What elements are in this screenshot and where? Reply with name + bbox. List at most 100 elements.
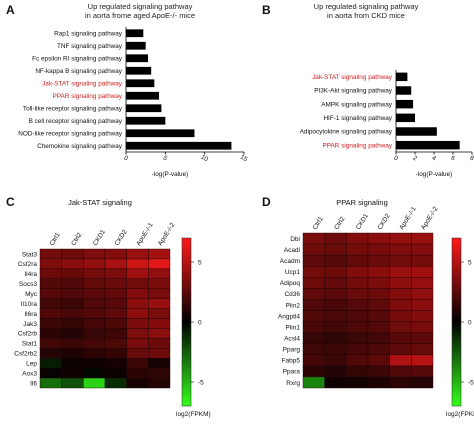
- heatmap-cell: [346, 321, 369, 333]
- heatmap-cell: [83, 367, 106, 379]
- heatmap-row-label: Adipoq: [280, 280, 301, 287]
- heatmap-cell: [346, 332, 369, 344]
- heatmap-cell: [302, 277, 325, 289]
- heatmap-cell: [148, 377, 171, 389]
- heatmap-cell: [302, 232, 325, 245]
- panel-a-category-labels: Rap1 signaling pathway TNF signaling path…: [18, 30, 123, 149]
- heatmap-cell: [411, 254, 434, 267]
- bar: [126, 29, 144, 38]
- heatmap-cell: [346, 354, 369, 367]
- heatmap-cell: [346, 243, 369, 256]
- heatmap-cell: [367, 254, 390, 267]
- heatmap-row-label: Dbi: [290, 236, 300, 243]
- panel-d: D PPAR signaling Dbi Acadl Acadm Ucp1 Adipoq…: [262, 195, 474, 418]
- heatmap-cell: [104, 377, 127, 389]
- heatmap-cell: [411, 332, 434, 344]
- bar: [126, 79, 155, 88]
- colorbar-gradient: [451, 237, 462, 407]
- heatmap-row-label: Pparg: [283, 347, 301, 354]
- heatmap-cell: [302, 254, 325, 267]
- heatmap-cell: [126, 308, 149, 319]
- category-label: Adipocytokine signaling pathway: [300, 129, 393, 136]
- colorbar-tick-label: 0: [198, 319, 202, 326]
- heatmap-row-label: Acadl: [284, 247, 301, 254]
- heatmap-cell: [346, 376, 369, 389]
- heatmap-cell: [104, 348, 127, 359]
- heatmap-cell: [83, 308, 106, 319]
- panel-c-colorbar: 5 0 -5 log2(FPKM): [176, 237, 211, 418]
- heatmap-cell: [83, 328, 106, 339]
- bar: [396, 86, 412, 95]
- heatmap-cell: [411, 354, 434, 367]
- panel-label-d: D: [262, 195, 271, 209]
- panel-b-x-axis-label: -log(P-value): [416, 171, 453, 178]
- heatmap-cell: [148, 318, 171, 329]
- heatmap-cell: [39, 298, 62, 309]
- bar: [396, 99, 414, 109]
- colorbar-tick-label: 5: [468, 259, 472, 266]
- heatmap-cell: [389, 266, 412, 278]
- x-tick-label: 4: [430, 155, 437, 163]
- heatmap-row-label: Acadm: [280, 258, 300, 265]
- heatmap-cell: [104, 328, 127, 339]
- heatmap-cell: [39, 258, 62, 270]
- heatmap-cell: [83, 258, 106, 270]
- heatmap-cell: [302, 376, 325, 389]
- heatmap-cell: [389, 343, 412, 355]
- heatmap-row-label: Il10ra: [21, 301, 38, 308]
- heatmap-cell: [324, 243, 347, 256]
- panel-label-a: A: [6, 3, 15, 17]
- panel-a-title-line-1: Up regulated signaling pathway: [88, 2, 193, 11]
- x-tick-label: 2: [411, 155, 418, 163]
- heatmap-cell: [104, 318, 127, 329]
- panel-b-title-line-2: in aorta from CKD mice: [327, 11, 405, 20]
- panel-d-colorbar: 5 0 -5 log2(FPKM): [446, 237, 474, 418]
- heatmap-cell: [389, 354, 412, 367]
- heatmap-cell: [104, 367, 127, 379]
- bar: [396, 113, 415, 123]
- heatmap-cell: [148, 258, 171, 270]
- category-label: AMPK signaling pathway: [321, 101, 392, 108]
- heatmap-row-label: Csf2ra: [18, 261, 38, 268]
- heatmap-cell: [411, 365, 434, 378]
- heatmap-cell: [148, 358, 171, 369]
- heatmap-cell: [148, 348, 171, 359]
- heatmap-column-label: ApoE-/-2: [420, 205, 440, 231]
- heatmap-cell: [324, 332, 347, 344]
- category-label: PPAR signaling pathway: [52, 93, 122, 100]
- heatmap-cell: [389, 254, 412, 267]
- heatmap-cell: [61, 268, 84, 279]
- heatmap-cell: [411, 288, 434, 300]
- heatmap-cell: [83, 348, 106, 359]
- heatmap-cell: [389, 321, 412, 333]
- heatmap-cell: [83, 288, 106, 299]
- heatmap-cell: [367, 266, 390, 278]
- heatmap-row-label: Socs3: [19, 281, 37, 288]
- heatmap-cell: [61, 278, 84, 289]
- panel-c-title: Jak-STAT signaling: [68, 198, 132, 207]
- heatmap-cell: [367, 288, 390, 300]
- heatmap-cell: [61, 288, 84, 299]
- heatmap-cell: [346, 299, 369, 311]
- heatmap-cell: [346, 277, 369, 289]
- heatmap-column-label: ApoE-/-2: [157, 221, 177, 247]
- heatmap-cell: [104, 358, 127, 369]
- heatmap-cell: [104, 268, 127, 279]
- heatmap-cell: [367, 354, 390, 367]
- heatmap-cell: [126, 358, 149, 369]
- heatmap-cell: [83, 248, 106, 260]
- heatmap-row-label: Csf2rb2: [14, 351, 37, 358]
- heatmap-cell: [389, 310, 412, 322]
- heatmap-cell: [104, 248, 127, 260]
- heatmap-cell: [61, 358, 84, 369]
- panel-d-heatmap: Dbi Acadl Acadm Ucp1 Adipoq Cd36 Plin2 Angptl4 P…: [278, 205, 440, 389]
- heatmap-cell: [148, 288, 171, 299]
- heatmap-cell: [61, 258, 84, 270]
- heatmap-cell: [39, 268, 62, 279]
- colorbar-tick-label: 0: [468, 319, 472, 326]
- heatmap-row-label: Ucp1: [285, 269, 301, 276]
- heatmap-cell: [104, 258, 127, 270]
- heatmap-cell: [126, 268, 149, 279]
- heatmap-cell: [83, 377, 106, 389]
- heatmap-row-label: Lep: [26, 360, 37, 367]
